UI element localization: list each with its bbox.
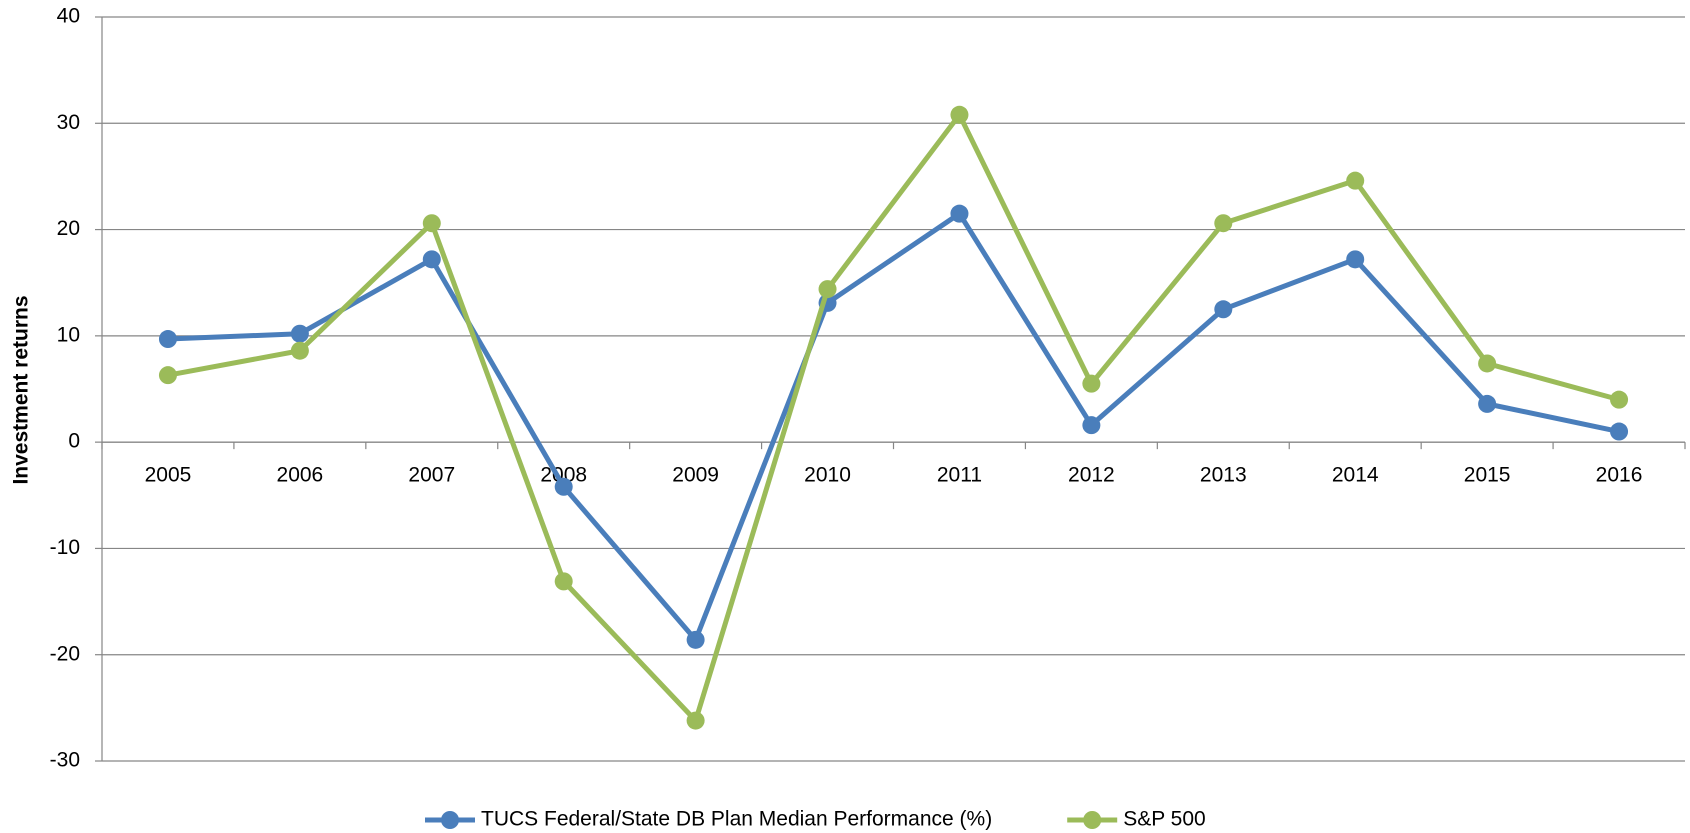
data-point xyxy=(1214,214,1233,233)
x-tick-label: 2014 xyxy=(1332,464,1379,487)
data-point xyxy=(1082,374,1101,393)
y-tick-label: -20 xyxy=(50,642,80,665)
y-tick-label: -10 xyxy=(50,536,80,559)
legend-marker xyxy=(1083,811,1102,829)
data-point xyxy=(158,366,177,385)
x-tick-label: 2012 xyxy=(1068,464,1115,487)
y-tick-label: 10 xyxy=(57,323,80,346)
data-point xyxy=(554,477,573,496)
series-line xyxy=(167,112,1620,724)
data-point xyxy=(554,572,573,591)
data-point xyxy=(1478,394,1497,413)
x-tick-label: 2013 xyxy=(1200,464,1247,487)
data-point xyxy=(1610,390,1629,409)
data-point xyxy=(1082,416,1101,435)
x-tick-label: 2009 xyxy=(672,464,719,487)
x-tick-label: 2015 xyxy=(1464,464,1511,487)
data-point xyxy=(950,105,969,124)
y-tick-label: 40 xyxy=(57,5,80,28)
y-axis-title: Investment returns xyxy=(10,295,33,484)
data-point xyxy=(1346,250,1365,269)
data-point xyxy=(1214,300,1233,319)
data-point xyxy=(422,250,441,269)
data-point xyxy=(422,214,441,233)
legend-label: TUCS Federal/State DB Plan Median Perfor… xyxy=(481,808,992,831)
data-point xyxy=(1346,171,1365,190)
legend-marker xyxy=(441,811,459,829)
series-line xyxy=(167,211,1620,643)
data-point xyxy=(158,330,177,349)
y-tick-label: 30 xyxy=(57,111,80,134)
data-point xyxy=(950,204,969,223)
data-point xyxy=(818,280,837,299)
data-point xyxy=(686,630,705,649)
x-tick-label: 2007 xyxy=(408,464,455,487)
legend-label: S&P 500 xyxy=(1123,808,1206,831)
data-point xyxy=(290,324,309,343)
x-tick-label: 2006 xyxy=(277,464,324,487)
x-tick-label: 2010 xyxy=(804,464,851,487)
data-point xyxy=(1478,354,1497,373)
x-tick-label: 2005 xyxy=(145,464,192,487)
x-tick-label: 2016 xyxy=(1596,464,1643,487)
y-tick-label: 0 xyxy=(68,430,80,453)
data-point xyxy=(1610,422,1629,441)
x-tick-label: 2011 xyxy=(937,464,982,487)
data-point xyxy=(290,341,309,360)
data-point xyxy=(686,711,705,730)
y-tick-label: -30 xyxy=(50,749,80,772)
y-tick-label: 20 xyxy=(57,217,80,240)
